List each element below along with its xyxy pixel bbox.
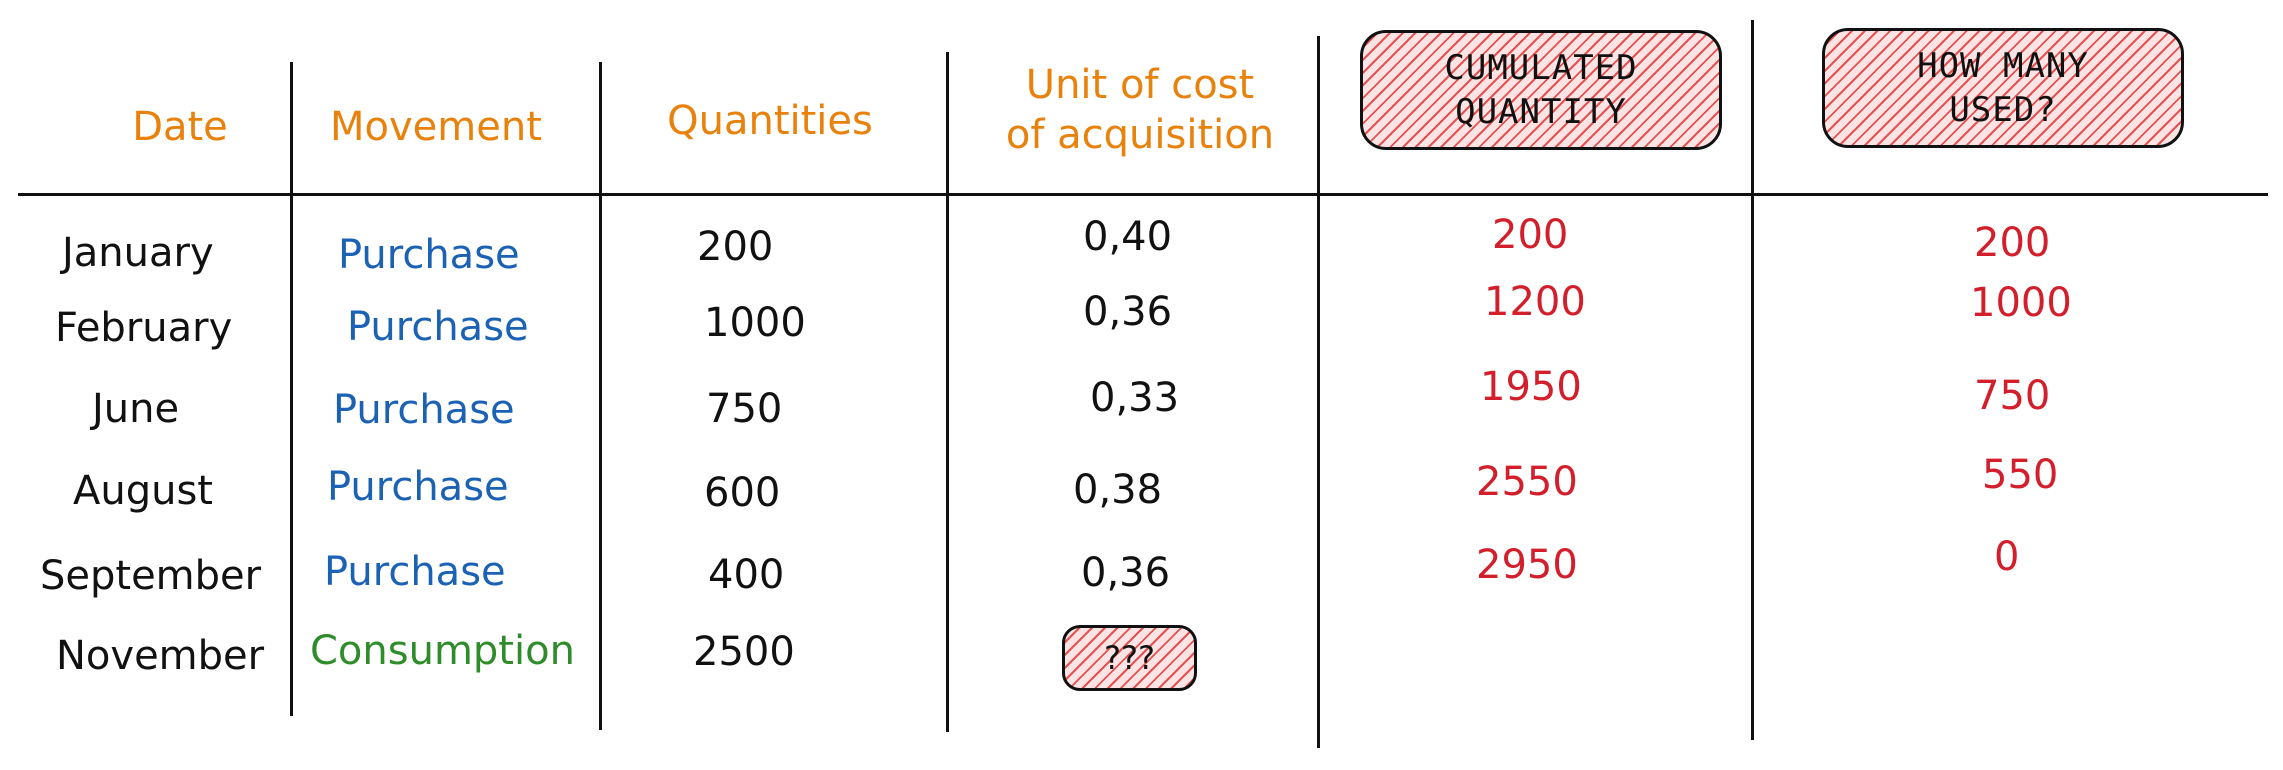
cumulated-cell: 200 <box>1492 212 1569 258</box>
header-divider <box>18 193 2268 196</box>
header-cumulated-line2: QUANTITY <box>1455 92 1627 132</box>
used-cell: 0 <box>1994 534 2020 580</box>
used-cell: 1000 <box>1970 280 2072 326</box>
header-quantities: Quantities <box>667 98 873 144</box>
date-cell: January <box>62 230 214 276</box>
cumulated-cell: 1950 <box>1480 364 1582 410</box>
header-unit-cost-line1: Unit of cost <box>1025 62 1255 108</box>
column-divider-2 <box>599 62 602 730</box>
unit-cost-cell: 0,40 <box>1083 214 1173 260</box>
unit-cost-cell: 0,38 <box>1073 467 1163 513</box>
movement-cell: Purchase <box>338 232 520 278</box>
quantity-cell: 2500 <box>693 629 795 675</box>
movement-cell: Purchase <box>347 304 529 350</box>
date-cell: August <box>73 468 213 514</box>
quantity-cell: 200 <box>697 224 774 270</box>
header-cumulated-line1: CUMULATED <box>1444 48 1638 88</box>
cumulated-cell: 2550 <box>1476 459 1578 505</box>
used-cell: 550 <box>1982 452 2059 498</box>
quantity-cell: 600 <box>704 470 781 516</box>
column-divider-3 <box>946 52 949 732</box>
header-movement: Movement <box>330 104 542 150</box>
header-how-many-used: HOW MANY USED? <box>1822 28 2184 148</box>
cumulated-cell: 1200 <box>1484 279 1586 325</box>
movement-cell: Purchase <box>324 549 506 595</box>
used-cell: 200 <box>1974 220 2051 266</box>
unit-cost-cell: ??? <box>1104 639 1155 677</box>
header-used-line2: USED? <box>1949 90 2057 130</box>
date-cell: November <box>56 633 265 679</box>
unit-cost-cell: 0,36 <box>1081 550 1171 596</box>
header-cumulated-quantity: CUMULATED QUANTITY <box>1360 30 1722 150</box>
quantity-cell: 1000 <box>704 300 806 346</box>
header-date: Date <box>132 104 228 150</box>
unit-cost-cell: 0,36 <box>1083 289 1173 335</box>
column-divider-1 <box>290 62 293 716</box>
used-cell: 750 <box>1974 373 2051 419</box>
unit-cost-cell: 0,33 <box>1090 375 1180 421</box>
date-cell: February <box>55 305 233 351</box>
column-divider-4 <box>1317 36 1320 748</box>
quantity-cell: 750 <box>706 386 783 432</box>
date-cell: September <box>40 553 262 599</box>
header-unit-cost-line2: of acquisition <box>1005 112 1275 158</box>
movement-cell: Purchase <box>333 387 515 433</box>
header-used-line1: HOW MANY <box>1917 46 2089 86</box>
column-divider-5 <box>1751 20 1754 740</box>
date-cell: June <box>92 386 180 432</box>
movement-cell: Purchase <box>327 464 509 510</box>
quantity-cell: 400 <box>708 552 785 598</box>
unknown-unit-cost-box: ??? <box>1062 625 1197 691</box>
cumulated-cell: 2950 <box>1476 542 1578 588</box>
movement-cell: Consumption <box>310 628 575 674</box>
